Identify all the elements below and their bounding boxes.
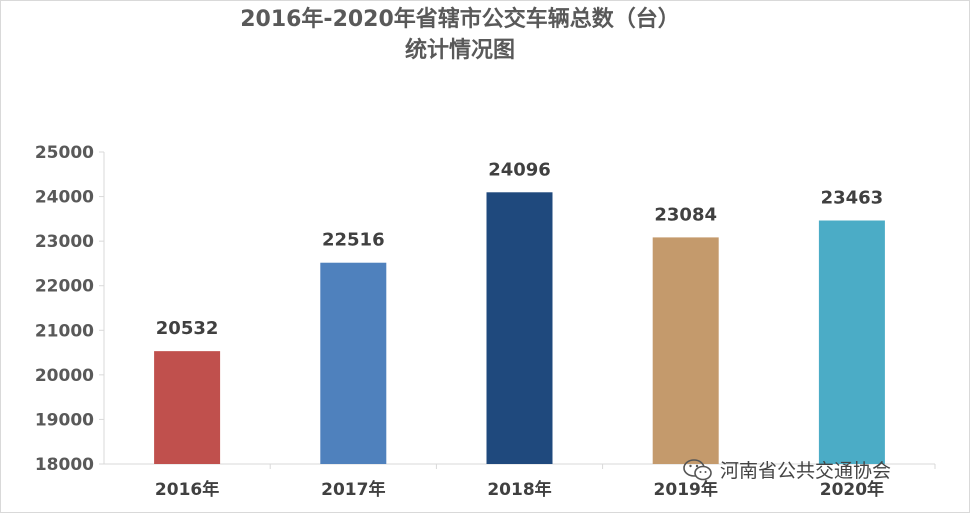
x-tick-label: 2019年 [654, 479, 718, 500]
chart-title-line2: 统计情况图 [404, 38, 515, 63]
watermark-text: 河南省公共交通协会 [720, 460, 892, 482]
y-tick-label: 20000 [35, 366, 94, 386]
y-tick-label: 21000 [35, 321, 94, 341]
data-label: 20532 [156, 318, 219, 339]
bar [154, 351, 221, 464]
x-tick-label: 2018年 [487, 479, 551, 500]
data-label: 23084 [654, 204, 717, 225]
watermark: 河南省公共交通协会 [682, 456, 891, 483]
x-tick-label: 2017年 [321, 479, 385, 500]
y-tick-label: 19000 [35, 410, 94, 430]
y-tick-label: 18000 [35, 455, 94, 475]
chart-title-line1: 2016年-2020年省辖市公交车辆总数（台） [240, 7, 680, 32]
bar [818, 220, 885, 464]
y-tick-label: 22000 [35, 277, 94, 297]
y-tick-label: 23000 [35, 232, 94, 252]
x-tick-label: 2020年 [820, 479, 884, 500]
bar [320, 262, 387, 464]
bar [486, 192, 553, 464]
data-label: 24096 [488, 159, 551, 180]
y-tick-label: 25000 [35, 143, 94, 163]
x-tick-label: 2016年 [155, 479, 219, 500]
data-label: 22516 [322, 230, 385, 251]
y-tick-label: 24000 [35, 188, 94, 208]
bar [652, 237, 719, 464]
wechat-icon [683, 458, 712, 480]
data-label: 23463 [821, 188, 884, 209]
chart-title: 2016年-2020年省辖市公交车辆总数（台） 统计情况图 [0, 4, 920, 66]
